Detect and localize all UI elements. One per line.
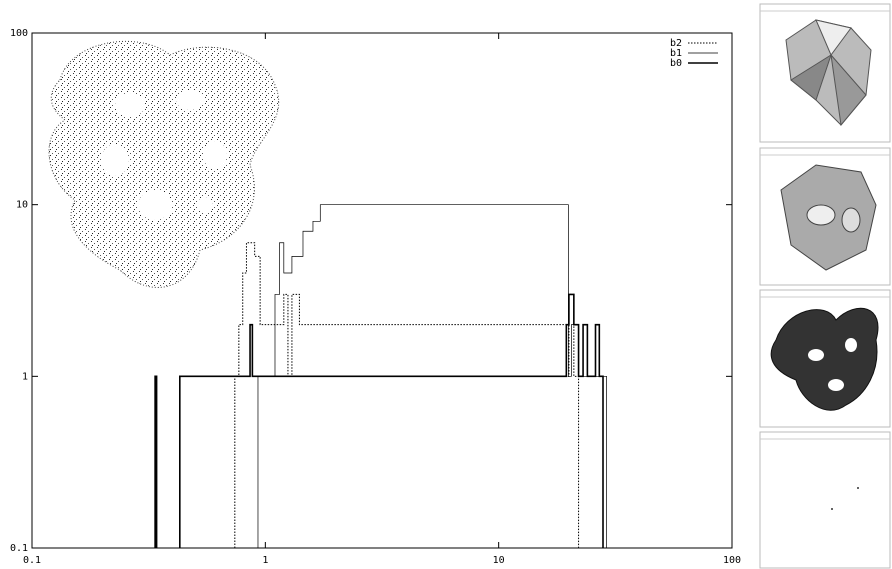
x-tick-label: 1 <box>262 555 268 566</box>
x-tick-label: 100 <box>723 555 741 566</box>
page: {"chart_data": {"type": "step", "xscale"… <box>0 0 892 569</box>
panel-4 <box>760 432 890 568</box>
x-tick-label: 10 <box>493 555 505 566</box>
panel-3 <box>760 290 890 427</box>
y-tick-label: 10 <box>16 200 28 211</box>
y-tick-label: 100 <box>10 28 28 39</box>
panel-1 <box>760 4 890 142</box>
point-cloud-inset <box>49 41 279 287</box>
series-line <box>235 243 579 548</box>
x-tick-label: 0.1 <box>23 555 41 566</box>
panel-2 <box>760 148 890 285</box>
legend-label: b0 <box>670 58 682 69</box>
series-line <box>155 294 603 548</box>
y-tick-label: 1 <box>22 371 28 382</box>
snapshot-panels <box>756 0 892 569</box>
y-tick-label: 0.1 <box>10 543 28 554</box>
